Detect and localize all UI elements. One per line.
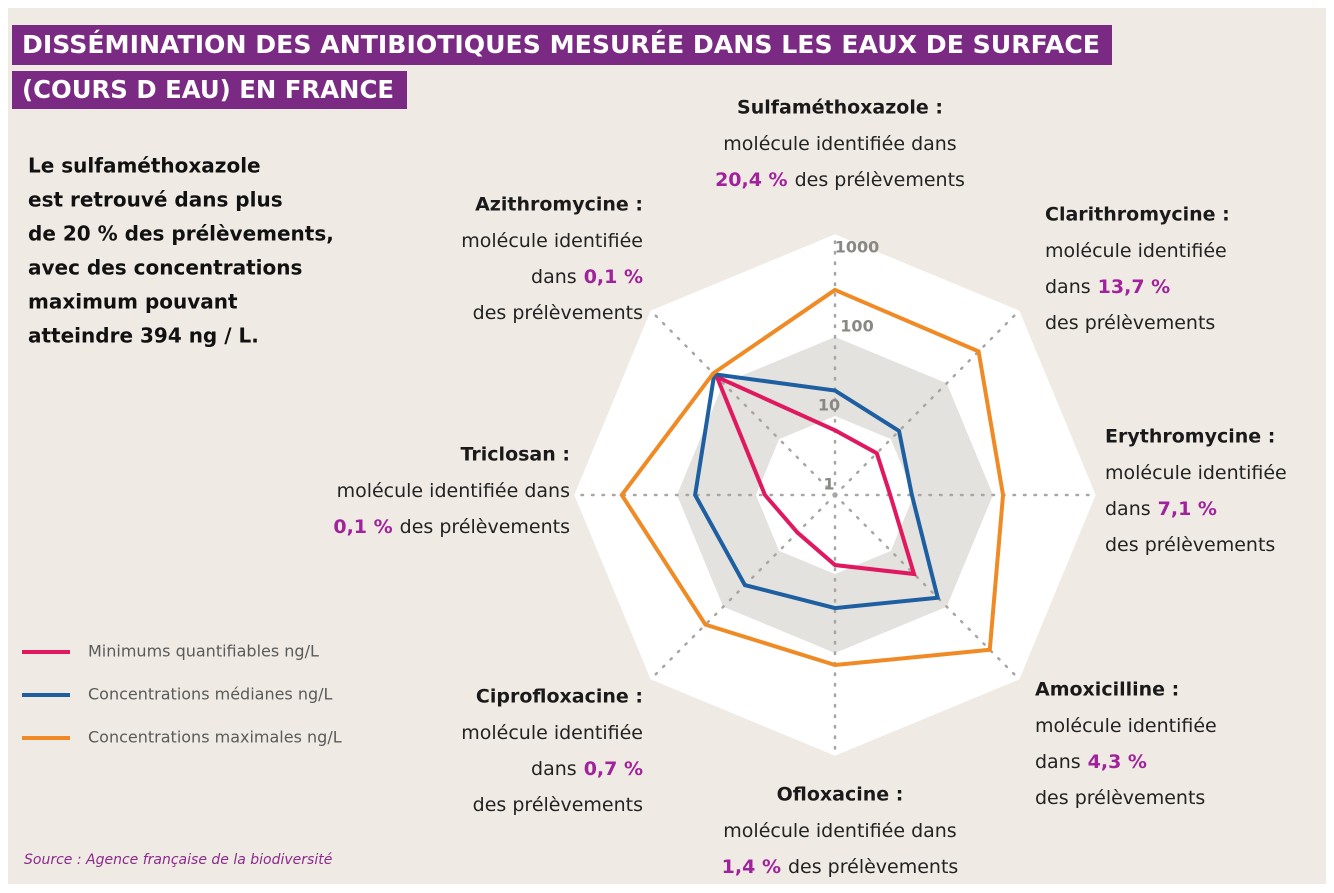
annotation-text: 1,4 %	[722, 856, 781, 878]
legend-label: Concentrations maximales ng/L	[88, 728, 342, 747]
annotation-line: dans 0,1 %	[531, 266, 643, 288]
category-label: Amoxicilline :	[1035, 679, 1179, 701]
note-line: est retrouvé dans plus	[28, 188, 283, 212]
annotation-text: dans	[1105, 498, 1151, 520]
note-line: Le sulfaméthoxazole	[28, 154, 261, 178]
title-banner	[12, 71, 407, 109]
category-label: Triclosan :	[461, 444, 570, 466]
annotation-text: dans	[1035, 751, 1081, 773]
annotation-text: des prélèvements	[795, 169, 965, 191]
annotation-line: des prélèvements	[1105, 534, 1275, 556]
annotation-text: 4,3 %	[1088, 751, 1147, 773]
axis-line	[654, 314, 837, 497]
y-tick-label: 10	[818, 396, 840, 415]
category-label: Azithromycine :	[475, 194, 643, 216]
category-label: Ofloxacine :	[777, 784, 904, 806]
annotation-text: molécule identifiée	[1035, 715, 1217, 737]
annotation-text: des prélèvements	[400, 516, 570, 538]
legend-label: Minimums quantifiables ng/L	[88, 642, 319, 661]
category-label: Sulfaméthoxazole :	[737, 97, 943, 119]
y-tick-label: 100	[840, 317, 873, 336]
annotation-text: molécule identifiée	[461, 230, 643, 252]
annotation-text: dans	[531, 266, 577, 288]
annotation-text: molécule identifiée	[1105, 462, 1287, 484]
annotation-line: molécule identifiée dans	[337, 480, 570, 502]
annotation-line: dans 7,1 %	[1105, 498, 1217, 520]
series-line	[713, 373, 917, 577]
annotation-line: molécule identifiée	[1035, 715, 1217, 737]
annotation-text: 13,7 %	[1098, 276, 1171, 298]
y-tick-label: 1	[823, 475, 834, 494]
annotation-text: molécule identifiée dans	[337, 480, 570, 502]
annotation-text: 0,1 %	[584, 266, 643, 288]
y-tick-label: 1000	[835, 238, 880, 257]
annotation-line: 0,1 % des prélèvements	[333, 516, 570, 538]
series-line	[619, 287, 1006, 668]
annotation-text: 20,4 %	[715, 169, 788, 191]
annotation-text: molécule identifiée dans	[723, 133, 956, 155]
annotation-line: molécule identifiée	[1105, 462, 1287, 484]
annotation-text: molécule identifiée	[1045, 240, 1227, 262]
annotation-line: 20,4 % des prélèvements	[715, 169, 965, 191]
annotation-text: dans	[531, 758, 577, 780]
annotation-text: des prélèvements	[788, 856, 958, 878]
axis-line	[833, 493, 1016, 676]
annotation-line: des prélèvements	[1045, 312, 1215, 334]
axis-line	[833, 314, 1016, 497]
note-line: maximum pouvant	[28, 290, 238, 314]
annotation-line: dans 0,7 %	[531, 758, 643, 780]
annotation-line: molécule identifiée	[1045, 240, 1227, 262]
annotation-line: des prélèvements	[473, 794, 643, 816]
annotation-line: molécule identifiée dans	[723, 820, 956, 842]
legend-label: Concentrations médianes ng/L	[88, 685, 333, 704]
category-label: Clarithromycine :	[1045, 204, 1230, 226]
note-line: de 20 % des prélèvements,	[28, 222, 334, 246]
annotation-line: molécule identifiée	[461, 722, 643, 744]
annotation-text: molécule identifiée dans	[723, 820, 956, 842]
category-label: Erythromycine :	[1105, 426, 1275, 448]
annotation-text: 0,1 %	[333, 516, 392, 538]
annotation-text: des prélèvements	[473, 302, 643, 324]
title-banner	[12, 25, 1112, 65]
annotation-text: des prélèvements	[1045, 312, 1215, 334]
note-line: atteindre 394 ng / L.	[28, 324, 259, 348]
note-line: avec des concentrations	[28, 256, 302, 280]
annotation-line: dans 13,7 %	[1045, 276, 1170, 298]
annotation-line: 1,4 % des prélèvements	[722, 856, 959, 878]
annotation-text: dans	[1045, 276, 1091, 298]
annotation-text: molécule identifiée	[461, 722, 643, 744]
annotation-text: des prélèvements	[1105, 534, 1275, 556]
chart-title: DISSÉMINATION DES ANTIBIOTIQUES MESURÉE …	[22, 30, 1100, 59]
chart-title: (COURS D EAU) EN FRANCE	[22, 75, 394, 104]
annotation-line: des prélèvements	[1035, 787, 1205, 809]
category-label: Ciprofloxacine :	[476, 686, 643, 708]
annotation-text: 7,1 %	[1158, 498, 1217, 520]
series-line	[693, 372, 941, 611]
source: Source : Agence française de la biodiver…	[24, 852, 333, 868]
annotation-text: des prélèvements	[1035, 787, 1205, 809]
annotation-text: des prélèvements	[473, 794, 643, 816]
annotation-line: des prélèvements	[473, 302, 643, 324]
annotation-line: molécule identifiée	[461, 230, 643, 252]
annotation-line: dans 4,3 %	[1035, 751, 1147, 773]
annotation-text: 0,7 %	[584, 758, 643, 780]
annotation-line: molécule identifiée dans	[723, 133, 956, 155]
